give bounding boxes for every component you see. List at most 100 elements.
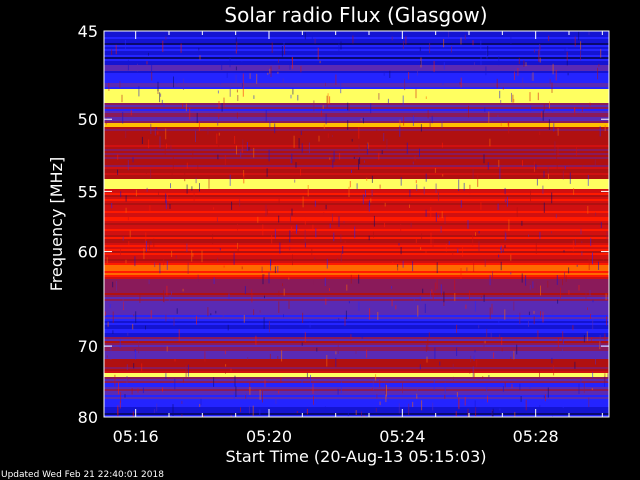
heatmap-speckle xyxy=(323,124,325,129)
heatmap-speckle xyxy=(197,274,199,282)
heatmap-speckle xyxy=(310,374,311,386)
heatmap-speckle xyxy=(501,348,503,352)
heatmap-speckle xyxy=(274,266,276,274)
heatmap-speckle xyxy=(256,73,258,84)
heatmap-row xyxy=(104,39,609,41)
heatmap-speckle xyxy=(606,231,608,241)
heatmap-speckle xyxy=(484,340,486,344)
heatmap-row xyxy=(104,383,609,385)
heatmap-speckle xyxy=(551,231,552,234)
heatmap-speckle xyxy=(105,117,107,125)
heatmap-speckle xyxy=(440,226,442,233)
heatmap-speckle xyxy=(604,373,606,383)
heatmap-row xyxy=(104,321,609,323)
heatmap-speckle xyxy=(127,59,129,71)
heatmap-speckle xyxy=(224,350,226,355)
heatmap-speckle xyxy=(198,47,200,51)
heatmap-row xyxy=(104,145,609,147)
heatmap-speckle xyxy=(540,311,541,317)
heatmap-speckle xyxy=(578,31,580,41)
heatmap-row xyxy=(104,281,609,283)
heatmap-speckle xyxy=(369,308,371,320)
heatmap-speckle xyxy=(159,263,161,274)
heatmap-speckle xyxy=(170,266,172,269)
heatmap-speckle xyxy=(441,117,443,128)
heatmap-speckle xyxy=(264,295,265,299)
heatmap-speckle xyxy=(580,50,581,61)
heatmap-row xyxy=(104,331,609,333)
heatmap-speckle xyxy=(426,356,428,363)
heatmap-speckle xyxy=(552,63,554,75)
heatmap-speckle xyxy=(468,105,469,118)
heatmap-speckle xyxy=(516,344,518,355)
heatmap-speckle xyxy=(242,85,244,97)
heatmap-speckle xyxy=(304,217,306,225)
heatmap-row xyxy=(104,65,609,67)
heatmap-speckle xyxy=(480,56,482,66)
heatmap-speckle xyxy=(551,305,553,315)
heatmap-speckle xyxy=(221,62,223,70)
heatmap-speckle xyxy=(500,245,502,254)
heatmap-speckle xyxy=(587,175,589,186)
heatmap-row xyxy=(104,379,609,381)
heatmap-speckle xyxy=(269,120,271,128)
heatmap-speckle xyxy=(329,223,331,229)
heatmap-speckle xyxy=(425,96,427,99)
y-tick-label: 45 xyxy=(78,22,98,41)
heatmap-row xyxy=(104,343,609,345)
heatmap-speckle xyxy=(469,371,471,374)
heatmap-speckle xyxy=(592,318,594,330)
heatmap-speckle xyxy=(547,167,549,175)
heatmap-row xyxy=(104,279,609,281)
heatmap-speckle xyxy=(235,66,237,71)
heatmap-speckle xyxy=(433,380,435,390)
heatmap-speckle xyxy=(516,207,518,217)
heatmap-row xyxy=(104,127,609,129)
heatmap-row xyxy=(104,101,609,103)
heatmap-speckle xyxy=(412,115,414,126)
heatmap-speckle xyxy=(226,72,228,78)
heatmap-speckle xyxy=(505,232,507,240)
heatmap-row xyxy=(104,171,609,173)
heatmap-speckle xyxy=(314,38,316,44)
heatmap-speckle xyxy=(502,386,504,392)
heatmap-speckle xyxy=(378,93,380,100)
heatmap-speckle xyxy=(243,173,245,184)
heatmap-speckle xyxy=(456,392,458,397)
heatmap-speckle xyxy=(108,82,110,91)
heatmap-speckle xyxy=(346,284,348,291)
heatmap-speckle xyxy=(595,352,596,365)
heatmap-row xyxy=(104,219,609,221)
heatmap-speckle xyxy=(349,181,351,188)
heatmap-speckle xyxy=(397,267,399,271)
heatmap-speckle xyxy=(423,186,425,195)
heatmap-speckle xyxy=(605,293,607,301)
heatmap-speckle xyxy=(107,321,109,327)
heatmap-row xyxy=(104,245,609,247)
heatmap-speckle xyxy=(306,408,308,415)
heatmap-speckle xyxy=(316,347,318,352)
heatmap-speckle xyxy=(337,343,339,354)
heatmap-speckle xyxy=(208,177,210,189)
heatmap-speckle xyxy=(363,117,364,124)
heatmap-speckle xyxy=(444,394,446,399)
heatmap-speckle xyxy=(504,245,506,248)
heatmap-speckle xyxy=(510,356,512,362)
heatmap-row xyxy=(104,345,609,347)
heatmap-speckle xyxy=(326,355,328,367)
heatmap-row xyxy=(104,173,609,175)
heatmap-row xyxy=(104,403,609,405)
heatmap-row xyxy=(104,215,609,217)
heatmap-speckle xyxy=(347,120,349,130)
heatmap-speckle xyxy=(476,359,478,367)
heatmap-row xyxy=(104,263,609,265)
heatmap-speckle xyxy=(499,90,501,99)
y-tick-label: 55 xyxy=(78,182,98,201)
heatmap-speckle xyxy=(535,164,537,170)
heatmap-speckle xyxy=(119,81,121,88)
heatmap-speckle xyxy=(585,290,587,300)
heatmap-speckle xyxy=(329,96,331,105)
heatmap-speckle xyxy=(293,135,295,148)
heatmap-speckle xyxy=(327,133,329,138)
